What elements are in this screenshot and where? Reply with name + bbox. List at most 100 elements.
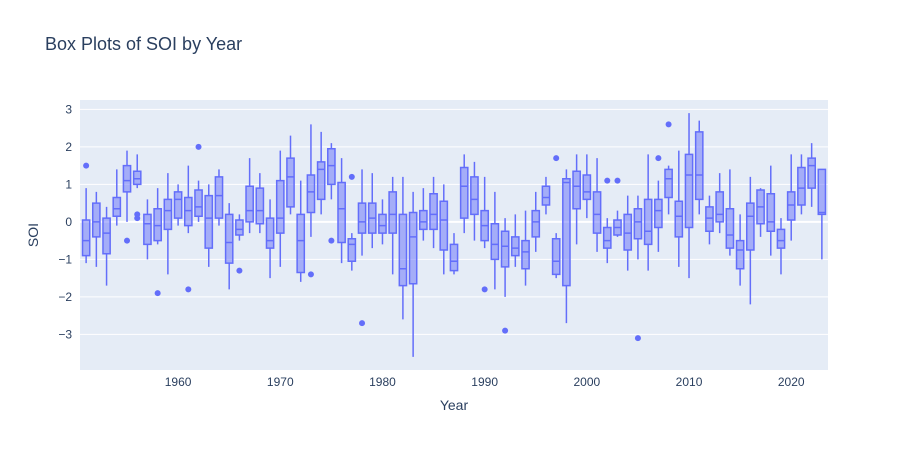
outlier-point: [502, 327, 509, 334]
box-1967: [245, 158, 254, 234]
box-iqr: [122, 164, 132, 193]
box-iqr: [255, 187, 265, 225]
box-iqr: [204, 194, 214, 249]
box-iqr: [521, 239, 530, 270]
box-1970: [275, 150, 285, 267]
box-1962: [194, 143, 203, 222]
box-1972: [296, 180, 306, 282]
box-iqr: [265, 217, 275, 249]
box-1995: [531, 191, 541, 252]
outlier-point: [604, 177, 611, 184]
box-iqr: [408, 211, 418, 285]
box-1979: [367, 173, 377, 249]
box-iqr: [745, 202, 755, 251]
box-iqr: [143, 213, 152, 246]
box-1973: [306, 124, 316, 278]
box-iqr: [275, 179, 285, 234]
box-2014: [725, 169, 735, 256]
box-1955: [122, 150, 132, 244]
box-2010: [684, 113, 694, 279]
box-2015: [735, 214, 745, 286]
y-axis-title: SOI: [25, 223, 41, 247]
box-iqr: [112, 196, 122, 217]
box-1963: [204, 184, 214, 267]
box-iqr: [715, 191, 725, 223]
box-1982: [398, 176, 408, 320]
box-iqr: [235, 219, 244, 236]
x-tick-label: 2020: [778, 375, 805, 389]
box-iqr: [694, 131, 704, 201]
y-tick-label: 3: [65, 102, 72, 116]
box-iqr: [664, 168, 673, 199]
box-iqr: [470, 176, 479, 216]
x-tick-label: 2010: [676, 375, 703, 389]
box-iqr: [582, 174, 592, 201]
box-1999: [572, 154, 581, 245]
box-1952: [91, 191, 101, 267]
outlier-point: [614, 177, 621, 184]
box-1987: [449, 233, 459, 275]
box-2023: [817, 168, 827, 260]
outlier-point: [359, 320, 366, 327]
box-iqr: [449, 243, 459, 272]
box-iqr: [378, 213, 387, 234]
y-tick-label: −3: [58, 327, 72, 341]
box-iqr: [91, 202, 101, 238]
x-tick-label: 1990: [471, 375, 498, 389]
box-iqr: [194, 189, 203, 217]
box-iqr: [797, 166, 806, 206]
box-iqr: [643, 198, 653, 246]
box-1966: [235, 214, 244, 274]
outlier-point: [665, 121, 672, 128]
x-tick-label: 1970: [267, 375, 294, 389]
box-1988: [459, 154, 469, 234]
outlier-point: [195, 143, 202, 150]
box-iqr: [531, 209, 541, 238]
outlier-point: [236, 267, 243, 274]
box-iqr: [132, 170, 142, 186]
box-2008: [664, 121, 673, 215]
x-tick-label: 1980: [369, 375, 396, 389]
box-2018: [766, 165, 776, 256]
box-iqr: [102, 217, 111, 255]
box-iqr: [633, 208, 643, 240]
outlier-point: [307, 271, 314, 278]
box-2020: [786, 154, 796, 241]
box-1958: [153, 188, 163, 297]
box-2019: [776, 218, 786, 275]
x-axis-ticks: 1960 1970 1980 1990 2000 2010 2020: [165, 375, 805, 389]
box-2000: [582, 154, 592, 219]
box-1990: [480, 176, 490, 293]
box-2001: [592, 158, 602, 252]
box-iqr: [214, 176, 224, 219]
box-iqr: [388, 191, 398, 234]
box-1997: [551, 155, 561, 279]
box-1976: [337, 158, 346, 264]
box-2007: [654, 155, 663, 252]
box-2016: [745, 176, 755, 305]
box-iqr: [224, 213, 234, 264]
box-1998: [562, 169, 571, 324]
box-iqr: [439, 200, 449, 251]
box-1953: [102, 206, 111, 286]
box-1984: [418, 188, 428, 241]
box-iqr: [398, 213, 408, 287]
box-2003: [613, 177, 622, 237]
box-iqr: [418, 209, 428, 231]
y-tick-label: −1: [58, 252, 72, 266]
box-1954: [112, 169, 122, 226]
y-axis-ticks: −3 −2 −1 0 1 2 3: [58, 102, 72, 341]
box-iqr: [786, 191, 796, 221]
box-iqr: [674, 200, 684, 238]
box-iqr: [684, 153, 694, 229]
box-iqr: [153, 208, 163, 242]
box-2017: [756, 188, 765, 237]
box-1992: [500, 218, 510, 334]
box-iqr: [551, 238, 561, 276]
box-1985: [429, 176, 438, 249]
box-1957: [143, 199, 152, 260]
box-iqr: [735, 239, 745, 270]
box-2004: [623, 195, 633, 271]
box-1969: [265, 199, 275, 279]
